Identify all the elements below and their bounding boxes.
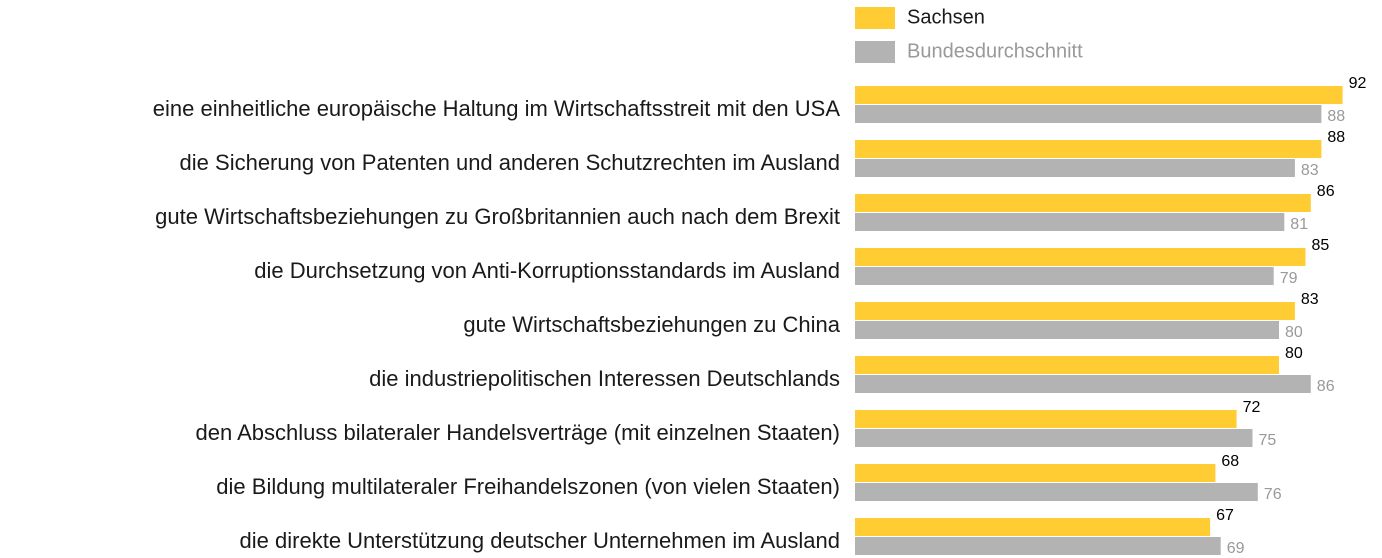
bar <box>855 375 1311 393</box>
value-label: 86 <box>1317 378 1335 395</box>
bar <box>855 537 1221 555</box>
legend-label: Bundesdurchschnitt <box>907 40 1083 62</box>
category-label: die industriepolitischen Interessen Deut… <box>369 366 840 391</box>
category-label: eine einheitliche europäische Haltung im… <box>153 96 841 121</box>
value-label: 68 <box>1221 453 1239 470</box>
legend-swatch <box>855 7 895 29</box>
value-label: 88 <box>1327 129 1345 146</box>
bar <box>855 140 1322 158</box>
category-label: gute Wirtschaftsbeziehungen zu Großbrita… <box>155 204 840 229</box>
bar <box>855 410 1237 428</box>
legend-label: Sachsen <box>907 6 985 28</box>
category-label: die Durchsetzung von Anti-Korruptionssta… <box>254 258 840 283</box>
value-label: 83 <box>1301 162 1319 179</box>
value-label: 80 <box>1285 324 1303 341</box>
bar <box>855 105 1322 123</box>
category-label: die Bildung multilateraler Freihandelszo… <box>216 474 840 499</box>
bar <box>855 321 1279 339</box>
bar <box>855 248 1306 266</box>
bar <box>855 302 1295 320</box>
value-label: 67 <box>1216 507 1234 524</box>
value-label: 85 <box>1312 237 1330 254</box>
category-label: die direkte Unterstützung deutscher Unte… <box>240 528 840 553</box>
category-label: den Abschluss bilateraler Handelsverträg… <box>196 420 840 445</box>
value-label: 76 <box>1264 486 1282 503</box>
value-label: 79 <box>1280 270 1298 287</box>
value-label: 72 <box>1243 399 1261 416</box>
category-label: gute Wirtschaftsbeziehungen zu China <box>463 312 840 337</box>
value-label: 81 <box>1290 216 1308 233</box>
value-label: 92 <box>1349 75 1367 92</box>
value-label: 88 <box>1327 108 1345 125</box>
bar <box>855 194 1311 212</box>
bar <box>855 464 1216 482</box>
value-label: 83 <box>1301 291 1319 308</box>
bar <box>855 429 1253 447</box>
bar <box>855 213 1285 231</box>
bar <box>855 483 1258 501</box>
category-label: die Sicherung von Patenten und anderen S… <box>180 150 840 175</box>
value-label: 75 <box>1259 432 1277 449</box>
bar <box>855 356 1279 374</box>
value-label: 80 <box>1285 345 1303 362</box>
bar <box>855 86 1343 104</box>
bar <box>855 518 1211 536</box>
value-label: 69 <box>1227 540 1245 557</box>
value-label: 86 <box>1317 183 1335 200</box>
bar <box>855 267 1274 285</box>
legend-swatch <box>855 41 895 63</box>
bar <box>855 159 1295 177</box>
